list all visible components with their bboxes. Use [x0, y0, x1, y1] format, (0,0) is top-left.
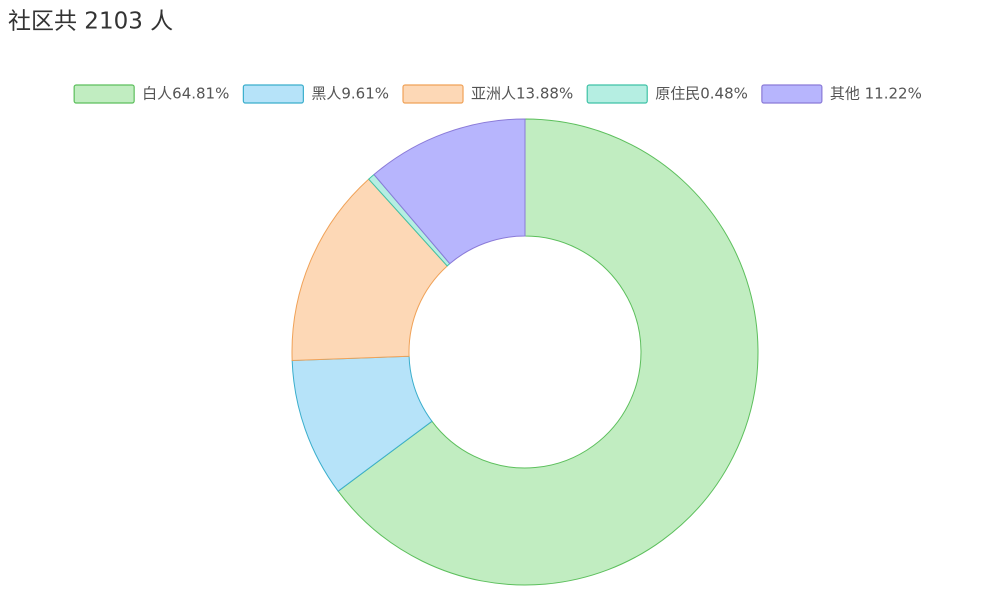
legend-label[interactable]: 白人64.81% [142, 85, 229, 103]
legend-label[interactable]: 黑人9.61% [311, 85, 389, 103]
legend-swatch[interactable] [586, 84, 648, 104]
slice[interactable] [337, 118, 759, 586]
legend-label[interactable]: 原住民0.48% [655, 85, 748, 103]
legend-swatch[interactable] [73, 84, 135, 104]
legend-swatch[interactable] [402, 84, 464, 104]
legend-label[interactable]: 亚洲人13.88% [471, 85, 573, 103]
legend-swatch[interactable] [242, 84, 304, 104]
legend-label[interactable]: 其他 11.22% [830, 85, 922, 103]
slice[interactable] [373, 118, 526, 265]
chart-title: 社区共 2103 人 [8, 9, 173, 35]
legend-swatch[interactable] [761, 84, 823, 104]
